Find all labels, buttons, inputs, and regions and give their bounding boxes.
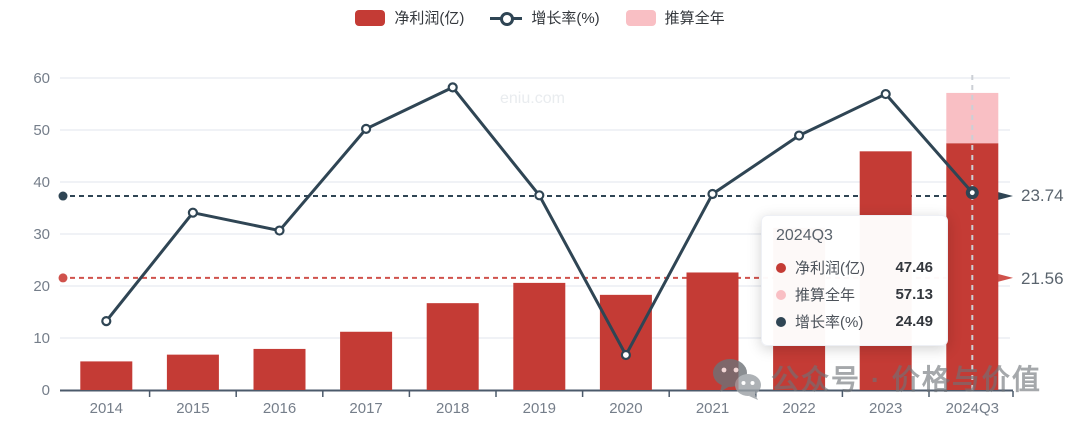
bar-net-profit[interactable]	[599, 294, 652, 390]
y-axis-label: 50	[33, 122, 50, 139]
x-axis-label: 2015	[176, 400, 209, 417]
growth-rate-point[interactable]	[793, 130, 805, 141]
tooltip-row: 推算全年 57.13	[776, 281, 933, 308]
x-axis-label: 2017	[349, 400, 382, 417]
y-axis-label: 30	[33, 226, 50, 243]
growth-rate-point[interactable]	[447, 82, 458, 93]
tooltip-label: 增长率(%)	[795, 314, 864, 331]
bar-net-profit[interactable]	[426, 303, 479, 390]
legend-item-net-profit[interactable]: 净利润(亿)	[355, 7, 464, 28]
markline-value-profit: 21.56	[1021, 269, 1064, 288]
growth-rate-dot-icon	[776, 316, 786, 327]
net-profit-swatch-icon	[355, 9, 386, 26]
x-axis-label: 2014	[90, 400, 123, 417]
markline-value-growth: 23.74	[1021, 186, 1064, 205]
y-axis-label: 0	[42, 382, 50, 399]
legend-label: 净利润(亿)	[394, 10, 465, 27]
growth-rate-point[interactable]	[274, 225, 285, 236]
tooltip-row: 净利润(亿) 47.46	[776, 254, 933, 281]
growth-rate-point[interactable]	[880, 88, 891, 100]
tooltip-row: 增长率(%) 24.49	[776, 308, 933, 335]
bar-net-profit[interactable]	[686, 272, 739, 390]
growth-line-marker-icon	[490, 10, 523, 26]
tooltip-value: 47.46	[895, 259, 933, 276]
growth-rate-point[interactable]	[187, 207, 198, 218]
legend-label: 增长率(%)	[531, 10, 600, 27]
tooltip-value: 24.49	[895, 313, 933, 330]
x-axis-label: 2024Q3	[946, 400, 999, 417]
tooltip-label: 净利润(亿)	[795, 260, 865, 277]
tooltip-value: 57.13	[895, 286, 933, 303]
tooltip-title: 2024Q3	[776, 227, 833, 244]
x-axis-label: 2021	[696, 400, 729, 417]
bar-net-profit[interactable]	[80, 361, 133, 390]
tooltip: 2024Q3 净利润(亿) 47.46 推算全年 57.13 增长率(%) 24…	[761, 215, 948, 346]
x-axis-label: 2016	[263, 400, 296, 417]
bar-net-profit[interactable]	[340, 331, 393, 390]
growth-rate-point[interactable]	[101, 315, 112, 327]
bar-net-profit[interactable]	[166, 354, 219, 390]
legend-item-full-year-estimate[interactable]: 推算全年	[625, 7, 725, 28]
legend-item-growth-rate[interactable]: 增长率(%)	[490, 7, 600, 28]
bar-net-profit[interactable]	[513, 282, 566, 390]
full-year-dot-icon	[776, 289, 786, 300]
markline-start-dot	[58, 273, 68, 283]
x-axis-label: 2023	[869, 400, 902, 417]
x-axis-label: 2020	[609, 400, 642, 417]
y-axis-label: 20	[33, 278, 50, 295]
net-profit-dot-icon	[776, 262, 786, 273]
legend-label: 推算全年	[664, 10, 725, 27]
y-axis-label: 10	[33, 330, 50, 347]
x-axis-label: 2018	[436, 400, 469, 417]
growth-rate-point[interactable]	[534, 190, 545, 201]
legend: 净利润(亿) 增长率(%) 推算全年	[0, 7, 1080, 28]
watermark-eniu: eniu.com	[500, 90, 565, 107]
tooltip-label: 推算全年	[795, 287, 856, 304]
x-axis-label: 2019	[523, 400, 556, 417]
bar-net-profit[interactable]	[253, 348, 306, 390]
growth-rate-point-core-icon	[969, 190, 975, 196]
y-axis-label: 60	[33, 70, 50, 87]
x-axis-label: 2022	[782, 400, 815, 417]
markline-start-dot	[58, 191, 68, 201]
growth-rate-point[interactable]	[620, 349, 632, 361]
full-year-swatch-icon	[625, 9, 656, 26]
growth-rate-point[interactable]	[707, 188, 718, 200]
y-axis-label: 40	[33, 174, 50, 191]
growth-rate-point[interactable]	[361, 123, 372, 134]
